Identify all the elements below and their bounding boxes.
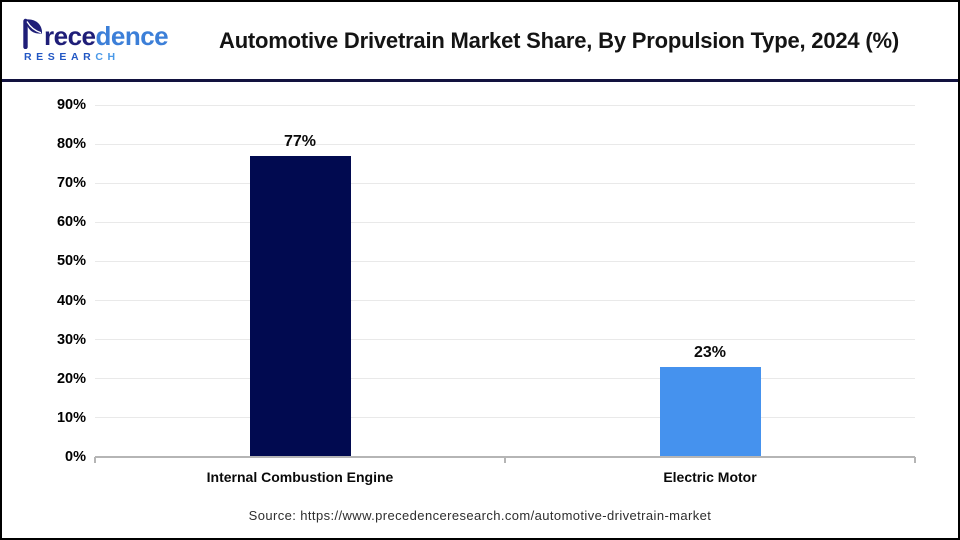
y-axis-tick-label: 10% — [56, 409, 86, 426]
gridline — [95, 300, 915, 302]
bar-value-label: 77% — [283, 132, 317, 150]
source-citation: Source: https://www.precedenceresearch.c… — [248, 508, 712, 523]
brand-logo: rece dence RESEARCH — [22, 18, 172, 63]
y-axis-tick-label: 80% — [56, 136, 86, 153]
y-axis-tick-label: 0% — [65, 449, 86, 465]
y-axis-tick-label: 40% — [56, 292, 86, 309]
bar-electric-motor — [659, 367, 761, 456]
x-axis-category-label: Electric Motor — [663, 469, 757, 485]
gridline — [95, 104, 915, 106]
gridline — [95, 221, 915, 223]
axis-tick — [914, 457, 916, 463]
gridline — [95, 260, 915, 262]
axis-tick — [504, 457, 506, 463]
gridline — [95, 339, 915, 341]
bar-internal-combustion-engine — [249, 155, 351, 456]
gridline — [95, 182, 915, 184]
brand-text-primary: rece — [44, 21, 96, 52]
header: rece dence RESEARCH Automotive Drivetrain… — [2, 2, 958, 82]
y-axis-tick-label: 20% — [56, 370, 86, 387]
brand-text-secondary: RESEARCH — [24, 51, 120, 64]
gridline — [95, 417, 915, 419]
axis-tick — [94, 457, 96, 463]
gridline — [95, 143, 915, 145]
chart-title: Automotive Drivetrain Market Share, By P… — [219, 27, 899, 53]
y-axis-tick-label: 30% — [56, 331, 86, 348]
y-axis-tick-label: 50% — [56, 253, 86, 270]
y-axis-tick-label: 70% — [56, 175, 86, 192]
x-axis-category-label: Internal Combustion Engine — [206, 469, 394, 485]
x-axis-line — [95, 456, 915, 458]
bar-value-label: 23% — [693, 344, 727, 362]
leaf-p-icon — [23, 19, 43, 50]
gridline — [95, 378, 915, 380]
brand-wordmark: rece dence — [22, 18, 169, 52]
y-axis-tick-label: 90% — [56, 97, 86, 113]
brand-text-primary-light: dence — [95, 21, 169, 52]
y-axis-tick-label: 60% — [56, 214, 86, 231]
